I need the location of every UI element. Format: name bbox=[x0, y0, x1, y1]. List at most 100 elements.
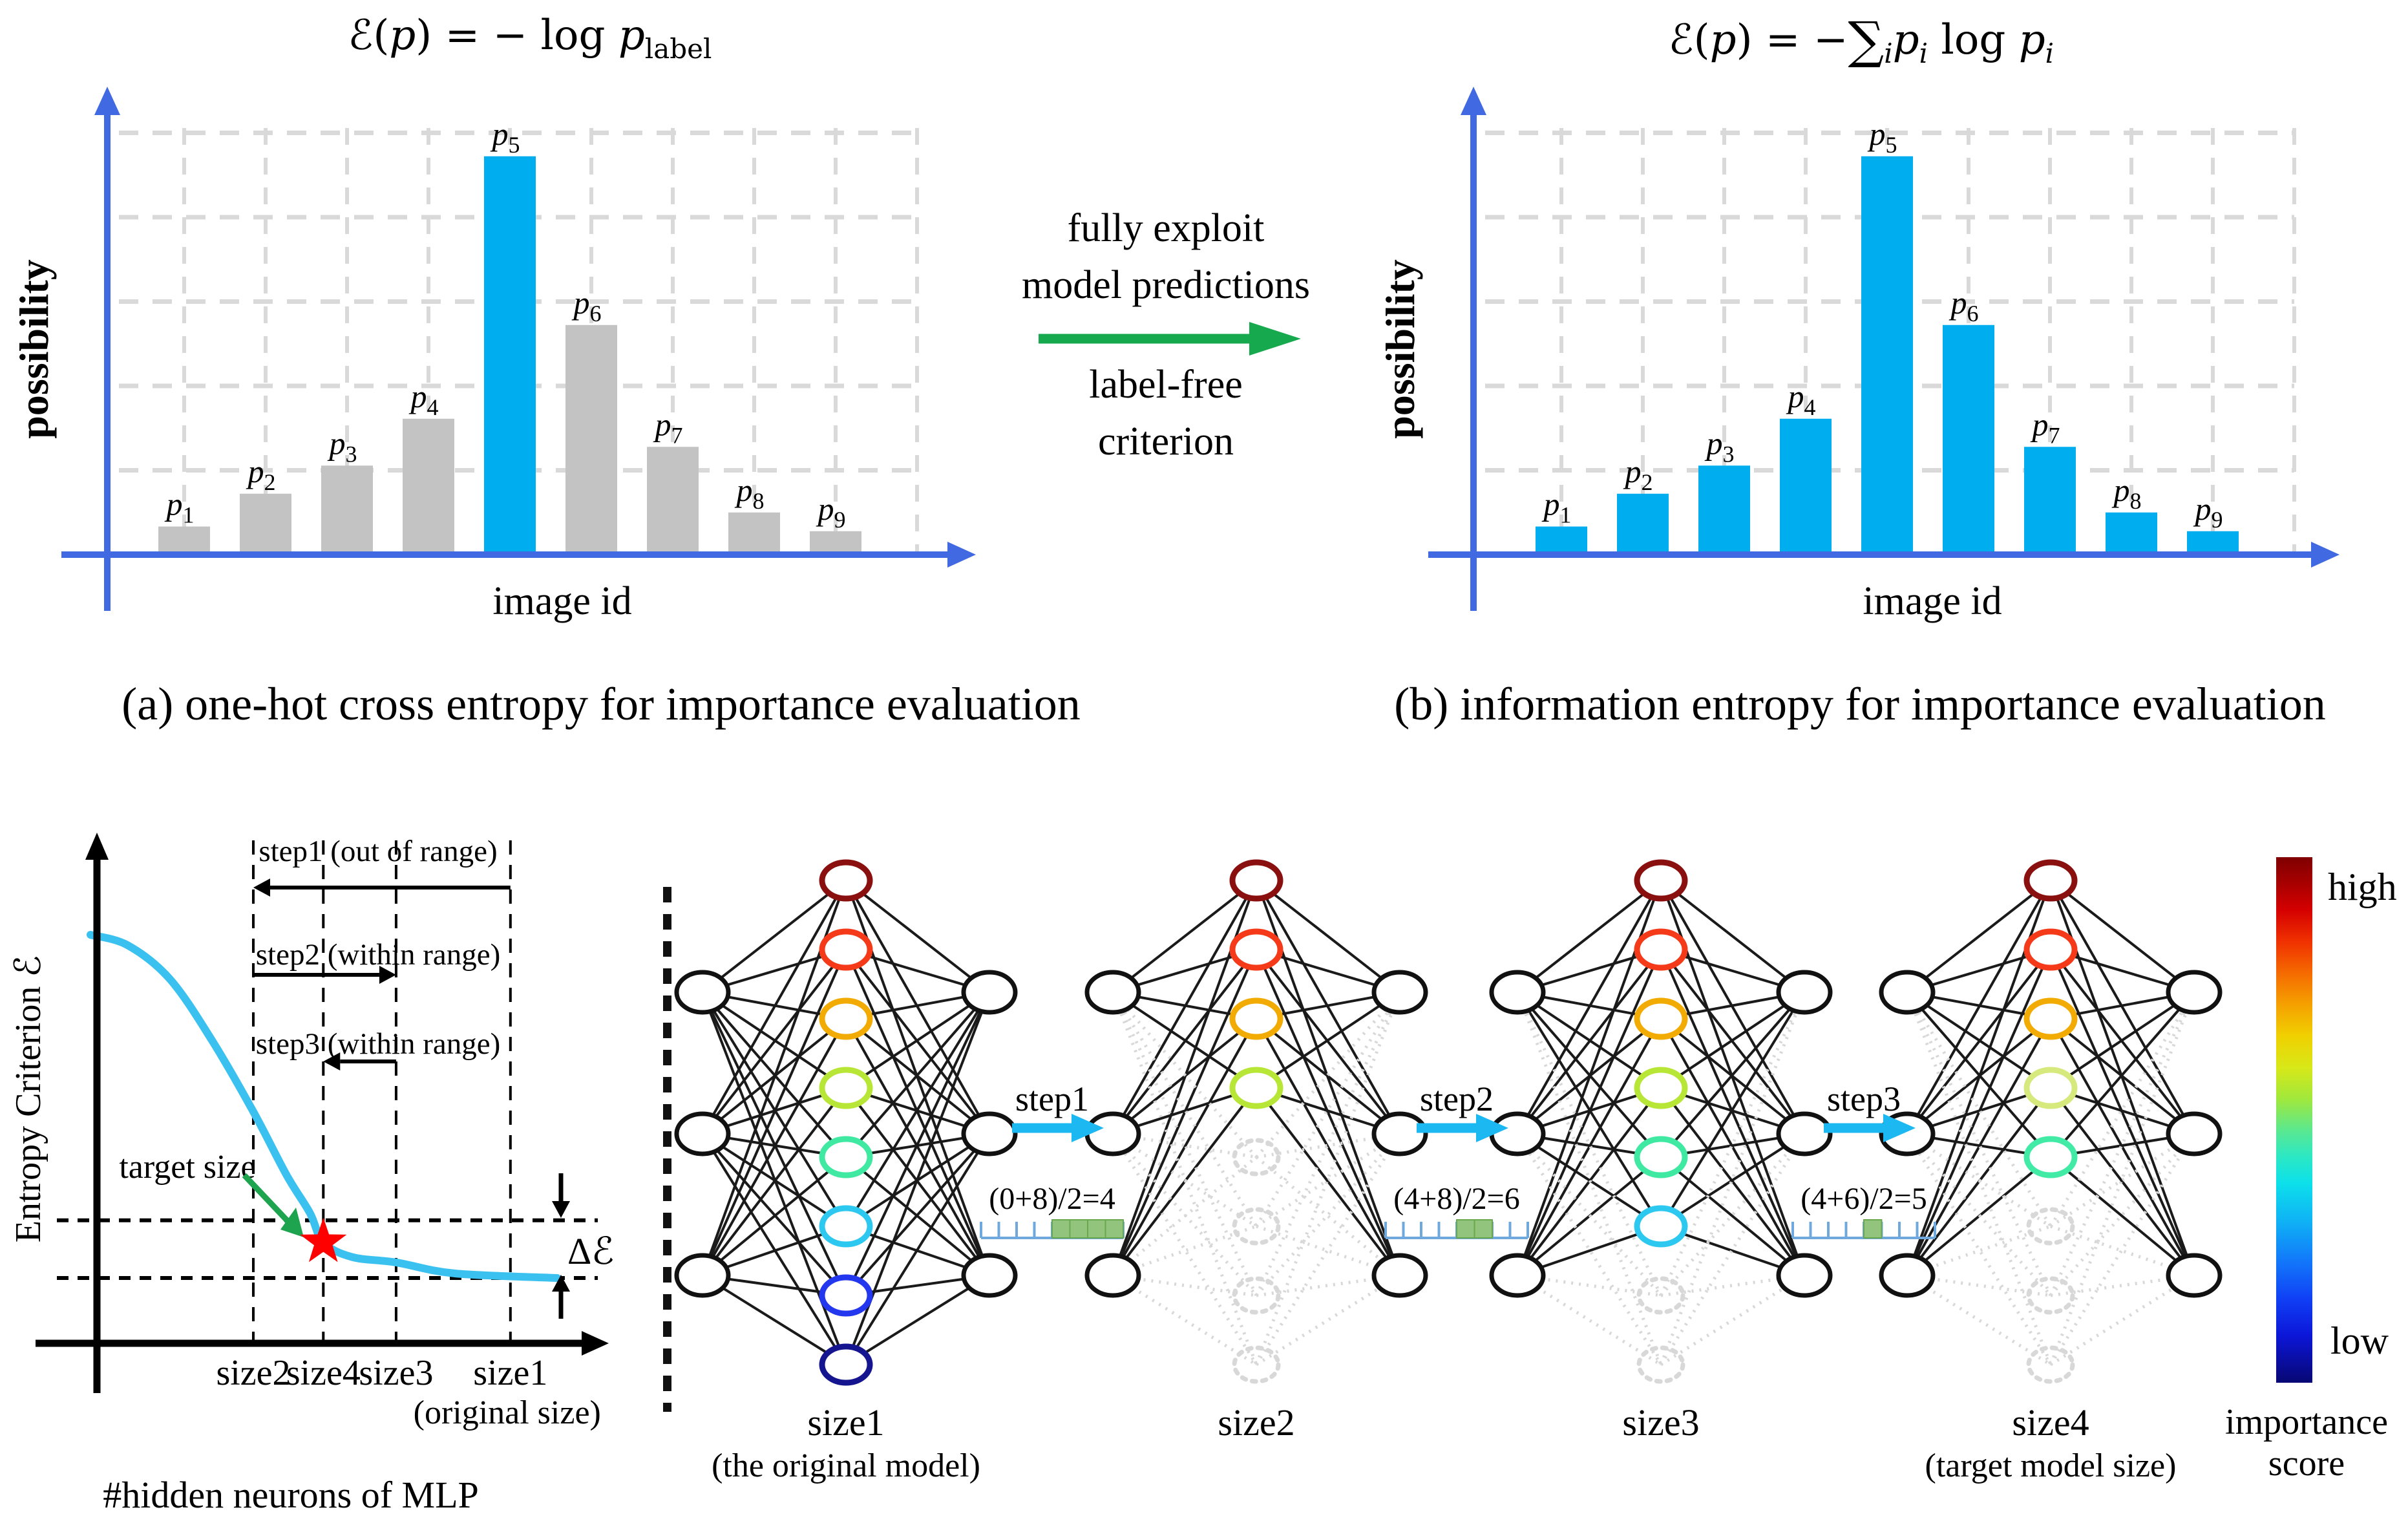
hidden-node-active bbox=[1229, 997, 1283, 1040]
ruler-cell-selected bbox=[1473, 1219, 1493, 1239]
edge-input-hidden bbox=[701, 992, 847, 1296]
step-arrow-head-1 bbox=[253, 879, 270, 897]
network-size2: size2 bbox=[1084, 859, 1428, 1443]
x-tick-size1: size1 bbox=[473, 1353, 547, 1393]
edge-input-hidden bbox=[701, 1274, 847, 1366]
edge-hidden-output bbox=[1660, 949, 1806, 1276]
edge-input-hidden bbox=[1516, 991, 1662, 1089]
edge-input-hidden bbox=[701, 879, 847, 994]
edge-ghost-hidden-output bbox=[1256, 1273, 1400, 1297]
edge-hidden-output bbox=[1255, 949, 1401, 1276]
edge-hidden-output bbox=[1255, 948, 1401, 1135]
transition-arrow-head bbox=[1249, 322, 1301, 356]
y-axis-arrowhead bbox=[85, 833, 109, 860]
edge-hidden-output bbox=[845, 992, 991, 1365]
edge-input-hidden bbox=[1906, 949, 2052, 1276]
edge-input-hidden bbox=[1112, 948, 1258, 1135]
edge-hidden-output bbox=[1660, 991, 1806, 1158]
colorbar-low-label: low bbox=[2330, 1319, 2389, 1362]
pruning-networks: size1 (the original model) size2 size3 size4… bbox=[674, 859, 2223, 1484]
x-axis-title: image id bbox=[492, 579, 631, 623]
formula-a-plabel: p bbox=[618, 12, 645, 59]
bar-p8 bbox=[728, 512, 780, 555]
hidden-node-active bbox=[1634, 1136, 1688, 1178]
step-label-step3: step3 bbox=[1827, 1080, 1901, 1118]
edge-ghost-input-hidden bbox=[1112, 991, 1258, 1158]
edge-hidden-output bbox=[1660, 991, 1806, 1228]
network-sublabel-size4: (target model size) bbox=[1925, 1447, 2177, 1484]
edge-input-hidden bbox=[1516, 879, 1662, 994]
transition-text-line2: model predictions bbox=[1022, 263, 1310, 307]
network-sublabel-size1: (the original model) bbox=[712, 1447, 980, 1484]
formula-b-p: p bbox=[1709, 16, 1737, 64]
bar-label-p3: p3 bbox=[328, 425, 357, 467]
edge-input-hidden bbox=[1112, 1018, 1258, 1276]
input-node bbox=[1879, 1253, 1936, 1298]
step-arrow-head bbox=[1883, 1114, 1916, 1142]
bar-label-p6: p6 bbox=[1949, 284, 1979, 326]
bar-p3 bbox=[321, 465, 373, 555]
bar-p6 bbox=[1943, 325, 1994, 555]
edge-input-hidden bbox=[701, 949, 847, 1276]
formula-b-pi: p bbox=[1892, 16, 1919, 64]
output-node bbox=[1776, 1111, 1833, 1156]
edge-ghost-input-hidden bbox=[1516, 992, 1663, 1365]
edge-input-hidden bbox=[701, 991, 847, 1228]
hidden-node-active bbox=[1634, 859, 1688, 902]
hidden-node-active bbox=[819, 928, 873, 971]
x-tick-size4: size4 bbox=[286, 1353, 361, 1393]
bar-chart-information-entropy: p1 p2 p3 p4 p5 p6 p7 p8 p9 image id possibility bbox=[1377, 87, 2339, 623]
edge-ghost-hidden-output bbox=[1659, 1133, 1806, 1366]
network-label-size1: size1 bbox=[807, 1401, 884, 1443]
step-connector-step3: step3 (4+6)/2=5 bbox=[1791, 1080, 1936, 1239]
input-node bbox=[674, 1111, 731, 1156]
hidden-node-active bbox=[1634, 1067, 1688, 1109]
step-formula-step2: (4+8)/2=6 bbox=[1393, 1182, 1519, 1216]
edge-ghost-hidden-output bbox=[1660, 1273, 1806, 1367]
formula-b-eq: ) = − bbox=[1736, 16, 1848, 64]
edge-input-hidden bbox=[1906, 1018, 2052, 1276]
edge-ghost-input-hidden bbox=[1111, 991, 1258, 1297]
y-axis-title: Entropy Criterion ℰ bbox=[8, 955, 48, 1243]
caption-panel-b: (b) information entropy for importance e… bbox=[1394, 678, 2326, 730]
edge-input-hidden bbox=[1112, 949, 1258, 1276]
network-label-size2: size2 bbox=[1218, 1401, 1294, 1443]
delta-label: Δℰ bbox=[567, 1230, 614, 1272]
edge-input-hidden bbox=[701, 1133, 847, 1297]
edge-input-hidden bbox=[701, 1018, 847, 1276]
edge-hidden-output bbox=[1255, 1087, 1401, 1277]
edge-input-hidden bbox=[1112, 880, 1258, 1134]
target-arrow-shaft bbox=[242, 1173, 292, 1226]
edge-ghost-hidden-output bbox=[2049, 1132, 2195, 1228]
hidden-node-active bbox=[819, 1274, 873, 1317]
hidden-node-active bbox=[2023, 1067, 2078, 1109]
dotted-divider bbox=[663, 887, 671, 1412]
ruler-cell-selected bbox=[1104, 1219, 1124, 1239]
edge-hidden-output bbox=[2049, 879, 2195, 994]
bar-label-p4: p4 bbox=[409, 378, 439, 420]
edge-ghost-hidden-output bbox=[1255, 1132, 1401, 1228]
bar-p3 bbox=[1698, 465, 1750, 555]
bar-p9 bbox=[2187, 531, 2239, 555]
edge-ghost-hidden-output bbox=[1255, 1273, 1401, 1367]
edge-ghost-hidden-output bbox=[1659, 992, 1806, 1365]
formula-b-lhs: ℰ( bbox=[1668, 16, 1710, 64]
step-arrow-head bbox=[1476, 1114, 1508, 1142]
hidden-node-active bbox=[2023, 859, 2078, 902]
edge-input-hidden bbox=[1516, 949, 1662, 1276]
output-node bbox=[961, 1253, 1018, 1298]
edge-ghost-input-hidden bbox=[1905, 1133, 2053, 1366]
bar-label-p7: p7 bbox=[2031, 406, 2060, 448]
ruler-cell-selected bbox=[1087, 1219, 1106, 1239]
edge-hidden-output bbox=[1660, 1087, 1806, 1277]
step-arrow-label-2: step2 (within range) bbox=[256, 938, 501, 972]
hidden-node-active bbox=[819, 1205, 873, 1248]
x-axis-title: #hidden neurons of MLP bbox=[103, 1474, 479, 1516]
formula-a-lhs: ℰ( bbox=[348, 12, 390, 59]
edge-ghost-hidden-output bbox=[2049, 1273, 2195, 1367]
transition-arrow bbox=[1039, 322, 1301, 356]
hidden-node-active bbox=[1229, 928, 1283, 971]
edge-ghost-hidden-output bbox=[1660, 1133, 1806, 1297]
network-label-size3: size3 bbox=[1622, 1401, 1699, 1443]
